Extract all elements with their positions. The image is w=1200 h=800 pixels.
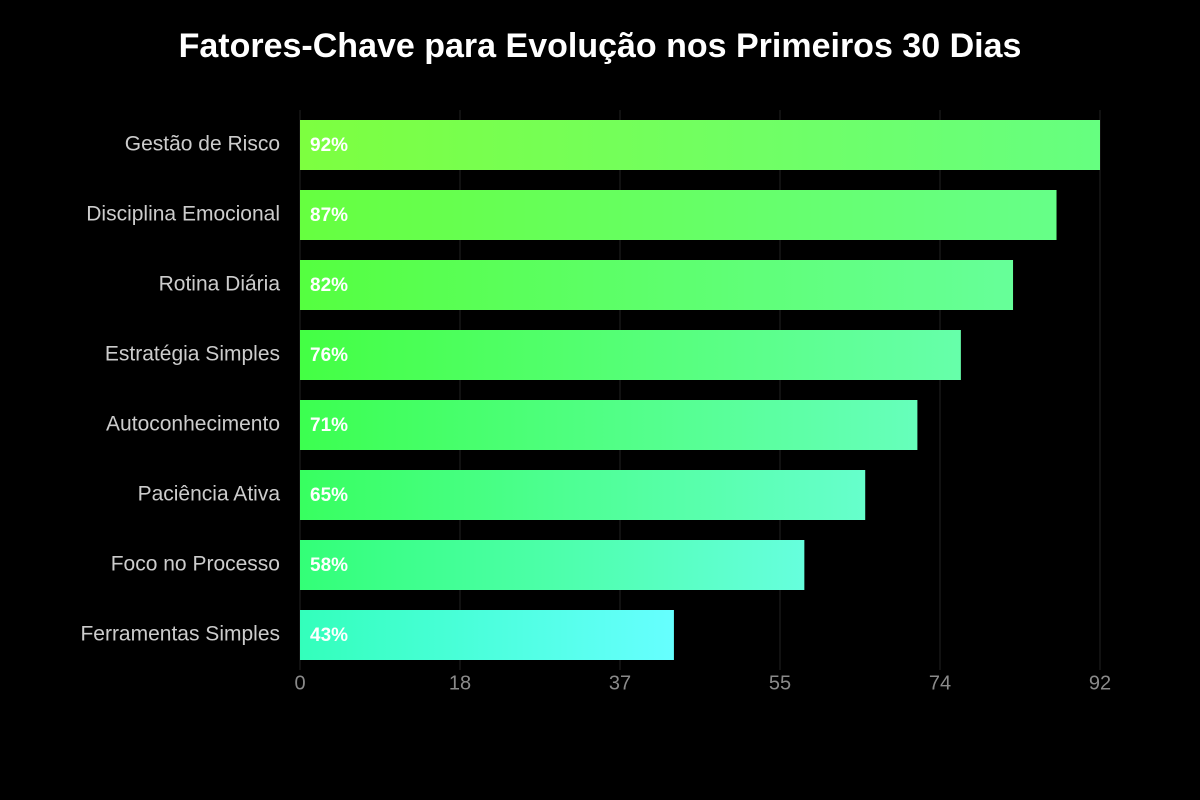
bar [300,330,961,380]
y-tick-label: Foco no Processo [111,553,280,576]
y-tick-label: Estratégia Simples [105,343,280,366]
bar [300,540,805,590]
y-tick-label: Gestão de Risco [125,133,280,156]
value-label: 92% [310,135,348,156]
x-tick-label: 0 [294,672,305,694]
bar [300,610,674,660]
y-tick-label: Paciência Ativa [138,483,281,506]
value-label: 87% [310,205,348,226]
value-label: 58% [310,555,348,576]
y-tick-label: Autoconhecimento [106,413,280,436]
chart-title: Fatores-Chave para Evolução nos Primeiro… [179,27,1022,65]
bar [300,470,866,520]
x-tick-label: 18 [449,672,471,694]
bar [300,400,918,450]
y-tick-label: Disciplina Emocional [86,203,280,226]
value-label: 76% [310,345,348,366]
y-tick-label: Rotina Diária [159,273,281,296]
y-tick-label: Ferramentas Simples [80,623,280,646]
value-label: 82% [310,275,348,296]
x-tick-label: 37 [609,672,631,694]
bar [300,120,1100,170]
bar [300,260,1014,310]
value-label: 43% [310,625,348,646]
value-label: 71% [310,415,348,436]
x-tick-label: 74 [929,672,951,694]
value-label: 65% [310,485,348,506]
x-tick-label: 55 [769,672,791,694]
bar [300,190,1057,240]
x-tick-label: 92 [1089,672,1111,694]
